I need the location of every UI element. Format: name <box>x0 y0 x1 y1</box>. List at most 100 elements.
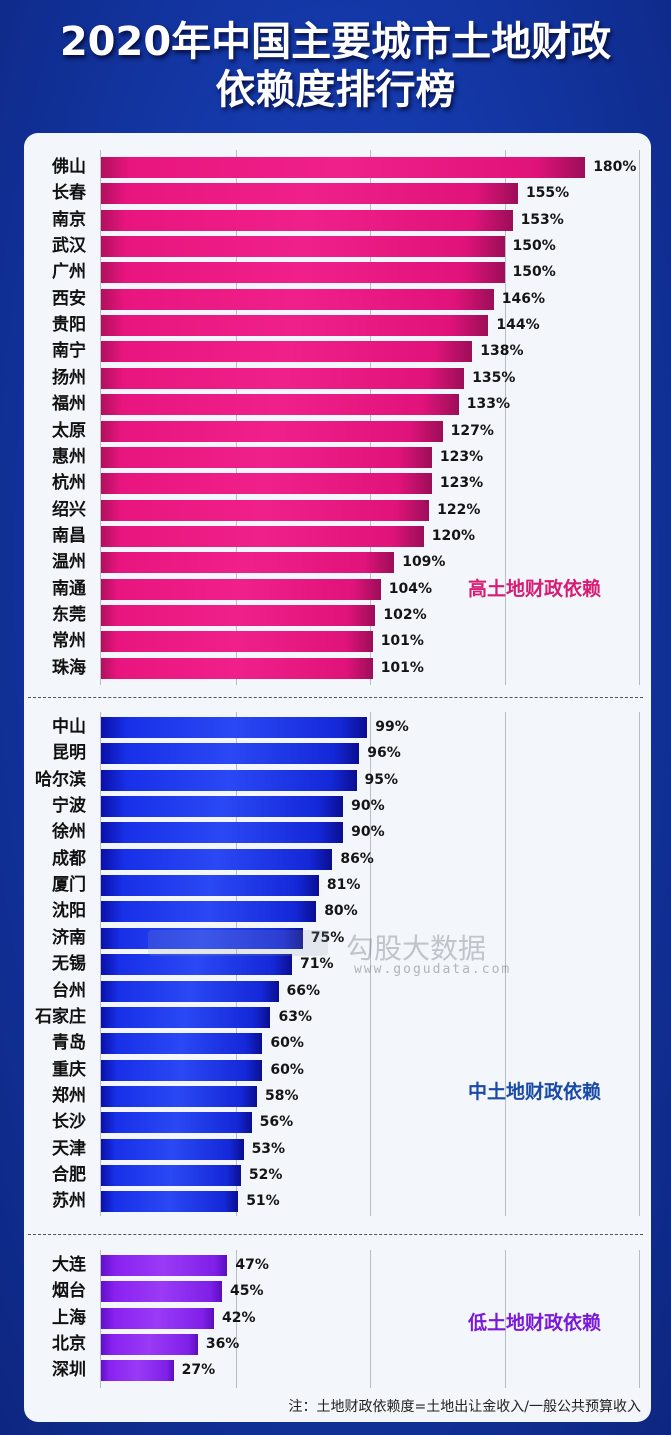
bar <box>101 525 424 547</box>
grid-line <box>639 150 640 685</box>
bar <box>101 875 319 897</box>
value-label: 146% <box>501 290 545 307</box>
city-label: 天津 <box>52 1138 86 1159</box>
chart-row: 杭州 123% <box>0 471 671 495</box>
city-label: 台州 <box>52 980 86 1001</box>
bar <box>101 631 373 653</box>
chart-row: 扬州 135% <box>0 366 671 390</box>
chart-row: 武汉 150% <box>0 234 671 258</box>
watermark-logo <box>148 930 328 956</box>
chart-row: 宁波 90% <box>0 794 671 818</box>
city-label: 徐州 <box>52 822 86 843</box>
city-label: 南京 <box>52 209 86 230</box>
value-label: 96% <box>367 745 401 762</box>
bar <box>101 341 473 363</box>
chart-row: 昆明 96% <box>0 741 671 765</box>
value-label: 80% <box>324 903 358 920</box>
bar <box>101 578 381 600</box>
chart-row: 石家庄 63% <box>0 1005 671 1029</box>
bar <box>101 209 513 231</box>
city-label: 南宁 <box>52 341 86 362</box>
city-label: 佛山 <box>52 157 86 177</box>
chart-row: 常州 101% <box>0 629 671 653</box>
value-label: 153% <box>520 211 564 228</box>
bar <box>101 315 489 337</box>
value-label: 53% <box>251 1140 286 1157</box>
chart-row: 台州 66% <box>0 979 671 1003</box>
value-label: 86% <box>340 850 374 867</box>
city-label: 成都 <box>52 848 86 869</box>
chart-row: 南通 104% <box>0 577 671 601</box>
city-label: 南通 <box>52 578 86 599</box>
chart-row: 哈尔滨 95% <box>0 768 671 792</box>
chart-row: 绍兴 122% <box>0 498 671 522</box>
city-label: 大连 <box>52 1255 86 1275</box>
chart-row: 长沙 56% <box>0 1110 671 1134</box>
city-label: 福州 <box>52 394 86 415</box>
city-label: 绍兴 <box>52 499 86 520</box>
city-label: 深圳 <box>52 1360 86 1381</box>
city-label: 东莞 <box>52 604 86 625</box>
value-label: 66% <box>286 982 321 999</box>
value-label: 135% <box>472 369 516 386</box>
chart-row: 中山 99% <box>0 715 671 739</box>
bar <box>101 1138 244 1160</box>
chart-row: 南昌 120% <box>0 524 671 548</box>
chart-row: 长春 155% <box>0 181 671 205</box>
value-label: 101% <box>380 633 424 650</box>
bar <box>101 1360 174 1382</box>
bar <box>101 822 344 844</box>
value-label: 56% <box>259 1114 294 1131</box>
value-label: 71% <box>299 956 334 973</box>
grid-line <box>100 1250 101 1388</box>
chart-row: 东莞 102% <box>0 603 671 627</box>
chart-row: 沈阳 80% <box>0 899 671 923</box>
city-label: 扬州 <box>52 367 86 388</box>
value-label: 27% <box>181 1362 216 1379</box>
chart-row: 南宁 138% <box>0 339 671 363</box>
bar <box>101 157 586 178</box>
value-label: 60% <box>270 1061 304 1078</box>
bar <box>101 901 317 923</box>
chart-row: 无锡 71% <box>0 952 671 976</box>
chart-row: 太原 127% <box>0 419 671 443</box>
city-label: 西安 <box>52 288 86 309</box>
city-label: 苏州 <box>52 1191 86 1212</box>
city-label: 广州 <box>52 262 86 283</box>
grid-line <box>504 712 506 1216</box>
footnote: 注：土地财政依赖度=土地出让金收入/一般公共预算收入 <box>288 1399 641 1415</box>
bar <box>101 1112 252 1134</box>
city-label: 厦门 <box>52 875 86 896</box>
bar <box>101 769 357 791</box>
bar <box>101 1059 263 1081</box>
city-label: 烟台 <box>52 1281 86 1302</box>
value-label: 95% <box>364 771 399 788</box>
watermark-url: www.gogudata.com <box>354 962 512 977</box>
chart-row: 温州 109% <box>0 550 671 574</box>
city-label: 杭州 <box>52 473 86 494</box>
chart-row: 青岛 60% <box>0 1031 671 1055</box>
value-label: 144% <box>496 317 540 334</box>
city-label: 长沙 <box>52 1112 86 1133</box>
bar <box>101 1085 258 1107</box>
value-label: 51% <box>246 1193 280 1210</box>
value-label: 150% <box>512 238 556 255</box>
city-label: 常州 <box>52 631 86 652</box>
city-label: 太原 <box>52 420 86 441</box>
bar <box>101 717 368 738</box>
value-label: 120% <box>431 527 476 544</box>
city-label: 哈尔滨 <box>35 769 86 790</box>
bar <box>101 552 395 574</box>
chart-row: 佛山 180% <box>0 155 671 179</box>
bar <box>101 394 459 416</box>
value-label: 81% <box>326 877 361 894</box>
bar <box>101 927 303 949</box>
city-label: 昆明 <box>52 743 86 764</box>
bar <box>101 954 292 976</box>
chart-row: 西安 146% <box>0 287 671 311</box>
city-label: 贵阳 <box>52 315 86 336</box>
bar <box>101 1191 239 1213</box>
city-label: 青岛 <box>52 1033 86 1054</box>
category-label-mid: 中土地财政依赖 <box>468 1081 602 1103</box>
bar <box>101 236 505 258</box>
